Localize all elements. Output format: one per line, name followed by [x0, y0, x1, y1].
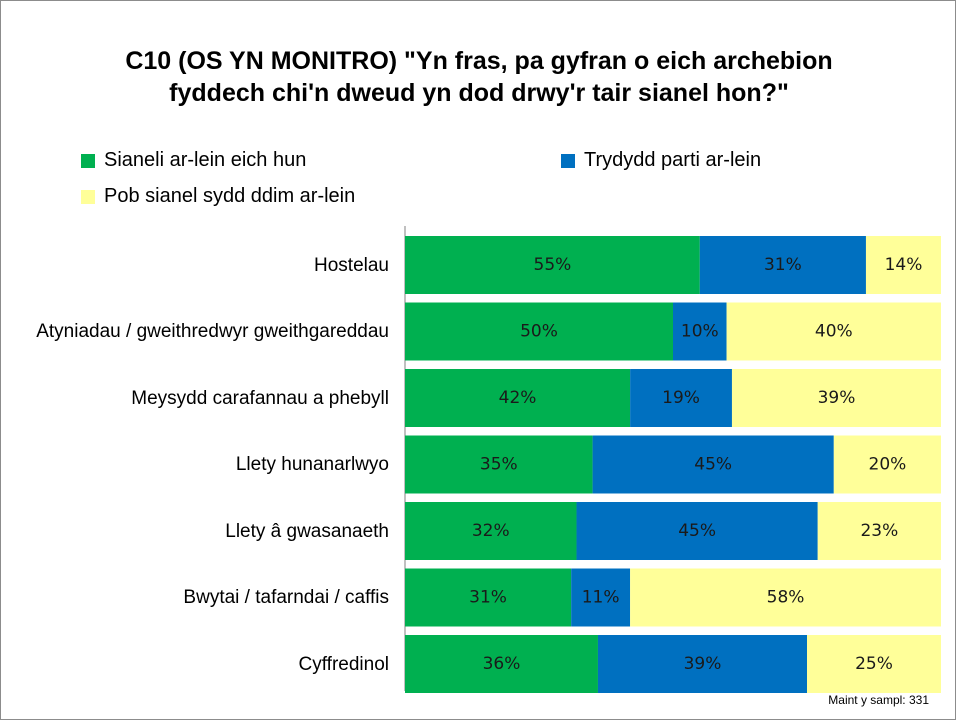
bar-segment [726, 302, 941, 361]
y-tick-label: Llety â gwasanaeth [225, 520, 389, 542]
data-label: 45% [678, 521, 716, 541]
bar-segment [673, 302, 727, 361]
data-label: 14% [885, 255, 923, 275]
bar-segment [405, 435, 593, 494]
data-label: 55% [534, 255, 572, 275]
legend-label: Pob sianel sydd ddim ar-lein [104, 185, 356, 207]
y-tick-label: Llety hunanarlwyo [235, 454, 389, 475]
bar-segment [405, 502, 577, 560]
bar-segment [833, 435, 941, 494]
y-tick-label: Cyffredinol [298, 653, 389, 675]
data-label: 36% [483, 654, 521, 674]
bar-segment [405, 302, 673, 361]
legend-swatch [81, 189, 95, 204]
y-tick-label: Meysydd carafannau a phebyll [131, 387, 389, 409]
chart-title: C10 (OS YN MONITRO) "Yn fras, pa gyfran … [125, 47, 833, 107]
y-tick-label: Atyniadau / gweithredwyr gweithgareddau [36, 321, 389, 342]
bar-segment [571, 568, 631, 627]
data-label: 50% [520, 322, 558, 342]
bar-segment [731, 369, 941, 427]
bar-segment [630, 568, 941, 627]
bar-segment [865, 236, 941, 294]
legend-item: Trydydd parti ar-lein [561, 149, 761, 172]
legend-item: Sianeli ar-lein eich hun [81, 149, 306, 172]
bar-segment [597, 635, 807, 693]
data-label: 45% [694, 455, 732, 475]
data-label: 39% [684, 654, 722, 674]
legend-label: Sianeli ar-lein eich hun [104, 149, 307, 171]
legend-item: Pob sianel sydd ddim ar-lein [81, 185, 355, 208]
data-label: 40% [815, 322, 853, 342]
annotation: Maint y sampl: 331 [828, 693, 929, 707]
data-label: 42% [499, 388, 537, 408]
bar-segment [807, 635, 941, 693]
bar-segment [699, 236, 866, 294]
legend-swatch [81, 153, 95, 168]
bar-segment [405, 369, 631, 427]
bar-segment [817, 502, 941, 560]
bar-segment [405, 635, 598, 693]
legend-label: Trydydd parti ar-lein [584, 149, 762, 171]
data-label: 19% [662, 388, 700, 408]
y-tick-label: Bwytai / tafarndai / caffis [183, 587, 389, 608]
data-label: 20% [869, 455, 907, 475]
legend-swatch [561, 153, 575, 168]
data-label: 10% [681, 322, 719, 342]
bar-segment [405, 568, 572, 627]
bar-segment [576, 502, 818, 560]
data-label: 58% [767, 588, 805, 608]
bar-segment [630, 369, 732, 427]
data-label: 31% [469, 588, 507, 608]
data-label: 39% [818, 388, 856, 408]
data-label: 23% [860, 521, 898, 541]
data-label: 32% [472, 521, 510, 541]
data-label: 25% [855, 654, 893, 674]
data-label: 31% [764, 255, 802, 275]
bar-segment [405, 236, 700, 294]
data-label: 35% [480, 455, 518, 475]
y-tick-label: Hostelau [314, 254, 389, 276]
bar-segment [592, 435, 834, 494]
data-label: 11% [582, 588, 620, 608]
